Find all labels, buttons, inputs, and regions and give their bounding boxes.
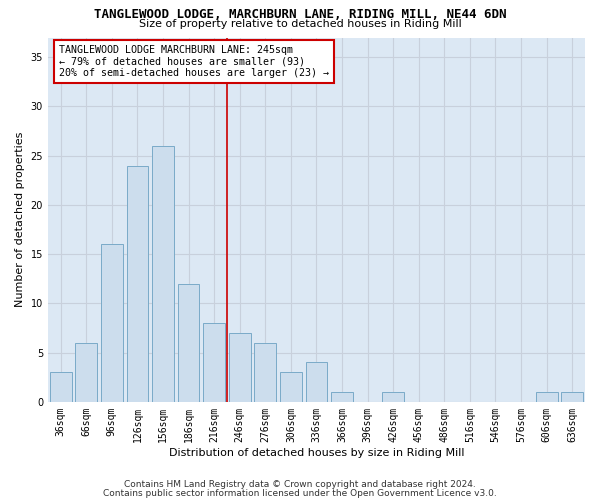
- Bar: [50, 372, 71, 402]
- Text: TANGLEWOOD LODGE MARCHBURN LANE: 245sqm
← 79% of detached houses are smaller (93: TANGLEWOOD LODGE MARCHBURN LANE: 245sqm …: [59, 45, 329, 78]
- Bar: [254, 343, 276, 402]
- Bar: [152, 146, 174, 402]
- Bar: [382, 392, 404, 402]
- Bar: [127, 166, 148, 402]
- Text: Contains public sector information licensed under the Open Government Licence v3: Contains public sector information licen…: [103, 488, 497, 498]
- Bar: [280, 372, 302, 402]
- Text: TANGLEWOOD LODGE, MARCHBURN LANE, RIDING MILL, NE44 6DN: TANGLEWOOD LODGE, MARCHBURN LANE, RIDING…: [94, 8, 506, 20]
- Y-axis label: Number of detached properties: Number of detached properties: [15, 132, 25, 308]
- Bar: [562, 392, 583, 402]
- Bar: [203, 323, 225, 402]
- Bar: [331, 392, 353, 402]
- Text: Size of property relative to detached houses in Riding Mill: Size of property relative to detached ho…: [139, 19, 461, 29]
- Bar: [229, 333, 251, 402]
- X-axis label: Distribution of detached houses by size in Riding Mill: Distribution of detached houses by size …: [169, 448, 464, 458]
- Bar: [536, 392, 557, 402]
- Bar: [178, 284, 199, 402]
- Bar: [76, 343, 97, 402]
- Bar: [101, 244, 123, 402]
- Text: Contains HM Land Registry data © Crown copyright and database right 2024.: Contains HM Land Registry data © Crown c…: [124, 480, 476, 489]
- Bar: [305, 362, 328, 402]
